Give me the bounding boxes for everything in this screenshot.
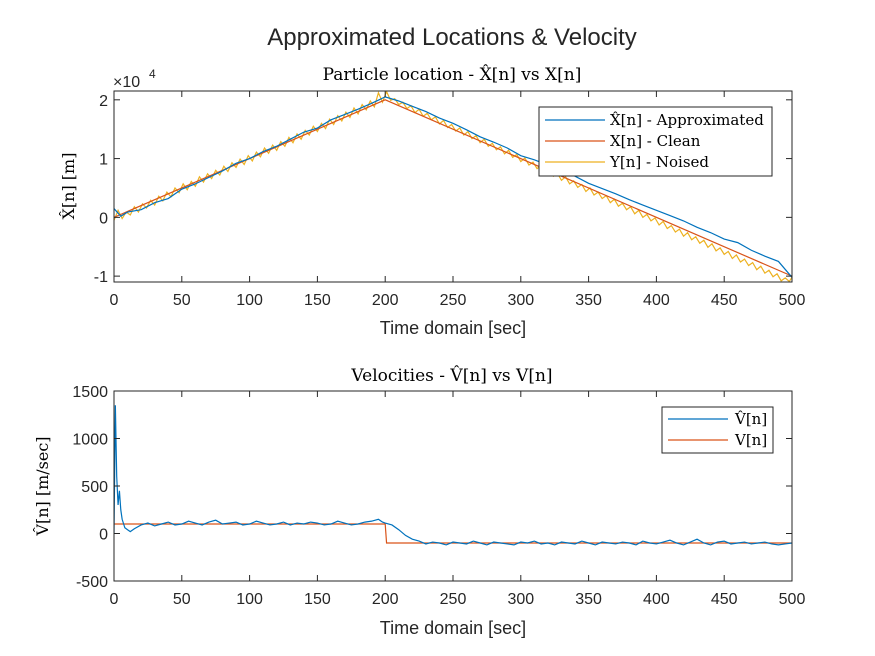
velocity-xtick-label: 350 xyxy=(575,591,602,608)
location-ylabel: X̂[n] [m] xyxy=(59,153,78,220)
velocity-ylabel: V̂[n] [m/sec] xyxy=(33,436,52,536)
figure-title: Approximated Locations & Velocity xyxy=(267,24,637,51)
velocity-series-1-line xyxy=(114,523,792,544)
velocity-xtick-label: 300 xyxy=(507,591,534,608)
location-ytick-label: 2 xyxy=(99,93,108,110)
legend-label-v: V[n] xyxy=(734,431,767,449)
location-ytick-label: -1 xyxy=(94,269,108,286)
legend-label-noised: Y[n] - Noised xyxy=(609,153,709,171)
legend-label-approximated: X̂[n] - Approximated xyxy=(610,111,764,129)
location-xtick-label: 0 xyxy=(110,292,119,309)
legend-label-clean: X[n] - Clean xyxy=(610,132,701,150)
velocity-series-0-line xyxy=(114,405,792,546)
velocity-plot: Velocities - V̂[n] vs V[n] 0 50 100 150 200 2… xyxy=(33,366,805,638)
location-xtick-label: 150 xyxy=(304,292,331,309)
velocity-xtick-label: 100 xyxy=(236,591,263,608)
location-xlabel: Time domain [sec] xyxy=(380,318,526,338)
velocity-legend: V̂[n] V[n] xyxy=(661,406,774,454)
location-exponent-power: 4 xyxy=(149,67,156,81)
velocity-xtick-label: 400 xyxy=(643,591,670,608)
velocity-ytick-label: 500 xyxy=(81,479,108,496)
velocity-plot-title: Velocities - V̂[n] vs V[n] xyxy=(350,366,552,386)
velocity-xtick-label: 200 xyxy=(372,591,399,608)
location-series-0-line xyxy=(114,96,792,278)
velocity-xtick-label: 250 xyxy=(440,591,467,608)
location-plot-title: Particle location - X̂[n] vs X[n] xyxy=(323,65,582,85)
velocity-ytick-label: -500 xyxy=(76,574,108,591)
velocity-xtick-label: 50 xyxy=(173,591,191,608)
location-ytick-label: 1 xyxy=(99,152,108,169)
location-xtick-label: 350 xyxy=(575,292,602,309)
velocity-xtick-label: 0 xyxy=(110,591,119,608)
velocity-ytick-label: 1000 xyxy=(72,432,108,449)
location-series-1-line xyxy=(114,99,792,277)
location-plot: Particle location - X̂[n] vs X[n] ×10 4 … xyxy=(59,65,805,338)
velocity-xtick-label: 500 xyxy=(779,591,806,608)
velocity-xtick-label: 150 xyxy=(304,591,331,608)
velocity-xlabel: Time domain [sec] xyxy=(380,618,526,638)
location-xtick-label: 200 xyxy=(372,292,399,309)
location-xtick-label: 300 xyxy=(507,292,534,309)
location-exponent-base: ×10 xyxy=(113,74,140,91)
location-xtick-label: 250 xyxy=(440,292,467,309)
velocity-ytick-label: 1500 xyxy=(72,384,108,401)
velocity-ytick-label: 0 xyxy=(99,527,108,544)
location-xtick-label: 450 xyxy=(711,292,738,309)
location-exponent: ×10 4 xyxy=(113,67,156,91)
velocity-legend-box xyxy=(661,406,774,454)
location-xtick-label: 500 xyxy=(779,292,806,309)
location-xtick-label: 50 xyxy=(173,292,191,309)
location-xtick-label: 400 xyxy=(643,292,670,309)
location-legend: X̂[n] - Approximated X[n] - Clean Y[n] -… xyxy=(538,106,773,177)
velocity-xtick-label: 450 xyxy=(711,591,738,608)
legend-label-vhat: V̂[n] xyxy=(734,410,767,428)
location-xtick-label: 100 xyxy=(236,292,263,309)
location-series-2-line xyxy=(114,91,792,282)
location-ytick-label: 0 xyxy=(99,210,108,227)
